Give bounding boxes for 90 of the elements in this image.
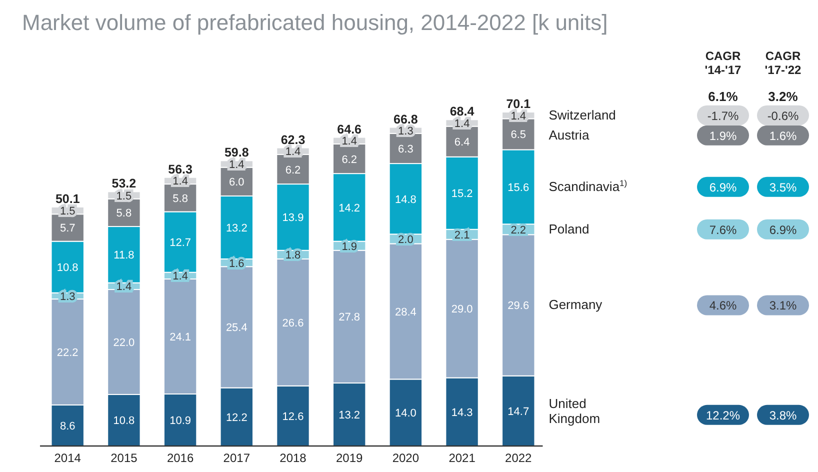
data-label: 13.9 (282, 212, 304, 224)
total-label: 70.1 (506, 97, 531, 111)
data-label: 22.0 (113, 336, 135, 349)
data-label: 8.6 (60, 420, 76, 432)
x-tick-label: 2015 (110, 451, 138, 465)
data-label: 1.4 (342, 136, 357, 148)
data-label: 5.8 (172, 192, 188, 205)
data-label: 1.5 (60, 206, 76, 218)
total-label: 66.8 (394, 112, 418, 126)
data-label: 2.2 (510, 224, 526, 236)
data-label: 1.9 (342, 240, 357, 253)
x-tick-label: 2022 (505, 451, 532, 465)
data-label: 29.0 (451, 304, 473, 316)
data-label: 28.4 (394, 306, 416, 318)
text: 1.6% (769, 128, 797, 143)
text: 12.2% (706, 408, 740, 422)
data-label: 22.2 (56, 347, 78, 360)
series-label: United Kingdom (548, 396, 600, 426)
data-label: 1.4 (229, 159, 244, 172)
text: CAGR '17-'22 (764, 49, 802, 77)
data-label: 26.6 (282, 317, 304, 330)
data-label: 5.7 (60, 222, 76, 235)
data-label: 14.3 (451, 406, 473, 419)
total-label: 50.1 (55, 192, 80, 206)
data-label: 2.0 (398, 234, 414, 246)
text: -0.6% (767, 108, 799, 123)
data-label: 6.2 (285, 164, 301, 176)
total-label: 62.3 (280, 132, 306, 147)
series-label: Germany (548, 297, 603, 312)
data-label: 13.2 (226, 222, 248, 234)
data-label: 12.2 (226, 412, 248, 424)
data-label: 14.2 (338, 202, 360, 214)
data-label: 25.4 (226, 322, 248, 334)
data-label: 5.8 (116, 208, 132, 220)
data-label: 13.2 (338, 410, 360, 422)
data-label: 1.4 (285, 146, 301, 158)
data-label: 10.8 (113, 415, 135, 428)
text: 3.2% (768, 89, 798, 104)
x-tick-label: 2021 (448, 451, 476, 465)
chart-title: Market volume of prefabricated housing, 2014-2022 [k units] (22, 10, 608, 35)
text: 3.1% (769, 298, 797, 313)
data-label: 14.8 (394, 194, 416, 206)
x-tick-label: 2019 (336, 451, 364, 465)
data-label: 12.7 (170, 237, 192, 250)
data-label: 1.4 (510, 110, 526, 122)
data-label: 1.5 (116, 190, 132, 202)
data-label: 10.9 (170, 414, 192, 427)
data-label: 14.7 (508, 406, 530, 418)
data-label: 14.0 (394, 408, 416, 420)
data-label: 6.2 (342, 154, 357, 166)
data-label: 27.8 (338, 312, 360, 324)
data-label: 6.5 (510, 129, 526, 142)
data-label: 1.3 (398, 125, 414, 138)
x-tick-label: 2020 (392, 451, 420, 465)
data-label: 10.8 (56, 262, 78, 274)
text: 6.9% (709, 180, 737, 194)
text: 3.5% (769, 180, 797, 194)
total-label: 59.8 (224, 146, 249, 160)
x-tick-label: 2016 (166, 451, 194, 465)
data-label: 15.6 (508, 182, 530, 194)
data-label: 6.0 (229, 176, 244, 189)
data-label: 6.3 (398, 144, 414, 156)
total-label: 53.2 (112, 176, 136, 191)
text: 3.8% (769, 408, 797, 422)
x-tick-label: 2017 (223, 451, 250, 465)
text: 6.1% (708, 89, 738, 104)
text: 4.6% (709, 298, 737, 313)
series-label: Austria (548, 127, 590, 142)
total-label: 56.3 (168, 162, 193, 176)
data-label: 1.4 (454, 118, 470, 130)
series-label: Scandinavia$^{1)}$ (548, 178, 628, 194)
series-label: Poland (548, 221, 590, 236)
total-label: 68.4 (450, 104, 474, 119)
text: -1.7% (707, 108, 739, 123)
data-label: 2.1 (454, 229, 470, 242)
total-label: 64.6 (337, 122, 362, 136)
text: 7.6% (709, 222, 737, 237)
text: CAGR '14-'17 (704, 49, 742, 77)
x-tick-label: 2018 (280, 451, 307, 465)
data-label: 6.4 (454, 136, 470, 149)
x-tick-label: 2014 (54, 451, 82, 465)
data-label: 12.6 (282, 410, 304, 423)
data-label: 29.6 (508, 300, 530, 312)
series-label: Switzerland (548, 107, 616, 122)
text: 1.9% (709, 128, 737, 143)
data-label: 1.4 (172, 176, 188, 188)
data-label: 24.1 (170, 331, 192, 344)
data-label: 15.2 (451, 188, 473, 200)
data-label: 11.8 (114, 250, 134, 262)
text: 6.9% (769, 222, 797, 237)
